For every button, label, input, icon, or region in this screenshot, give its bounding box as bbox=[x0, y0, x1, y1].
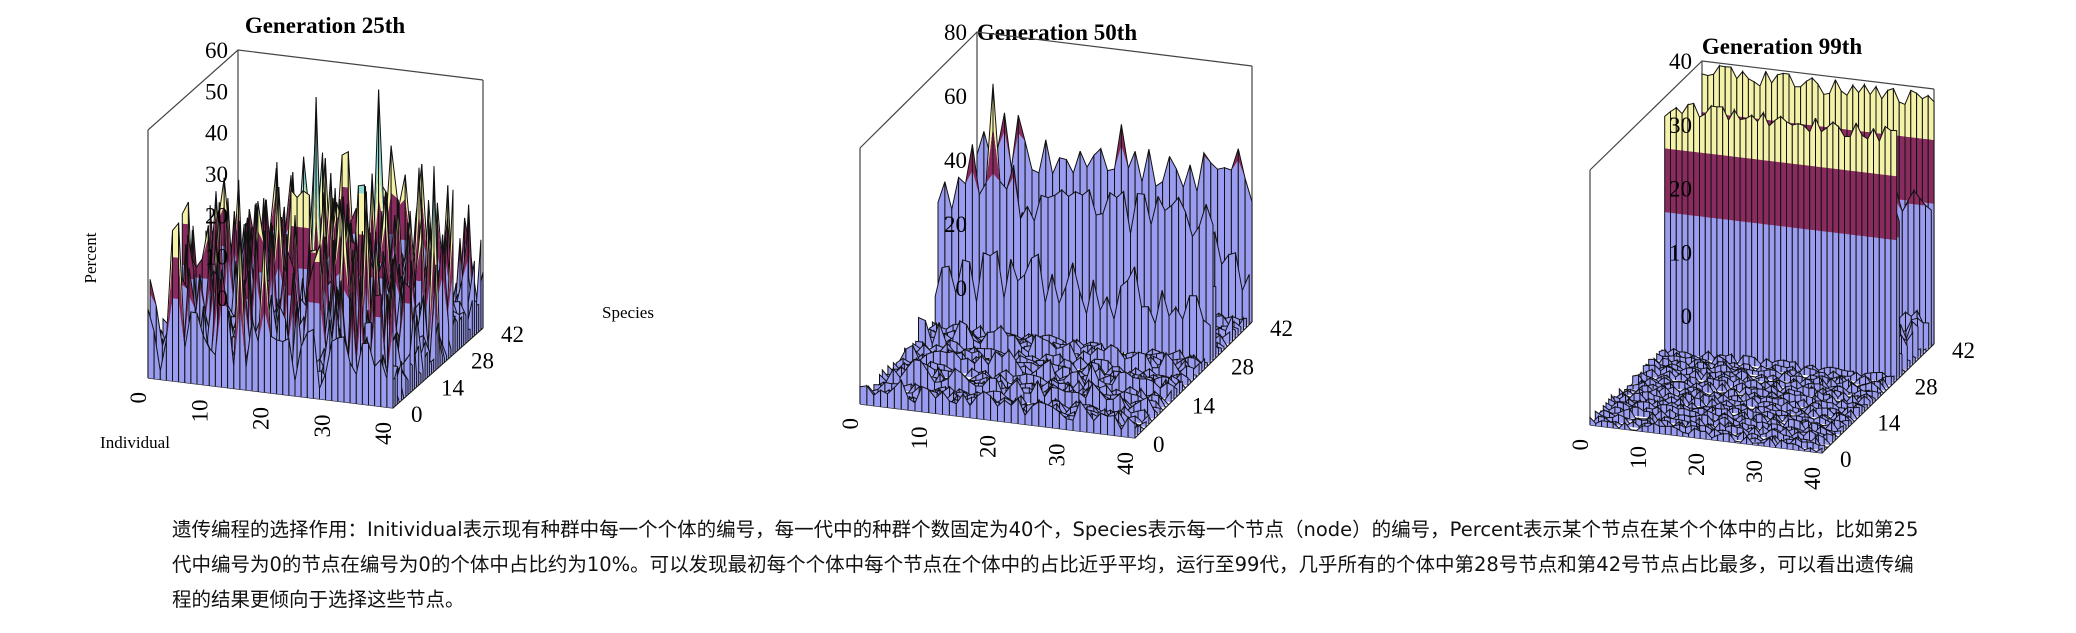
surface-cell bbox=[276, 339, 283, 395]
surface-cell bbox=[366, 203, 373, 305]
surface-cell bbox=[172, 257, 179, 300]
surface-cell bbox=[412, 211, 419, 293]
z-tick-label: 40 bbox=[205, 121, 228, 146]
surface-cell bbox=[372, 203, 379, 290]
x-tick-label: 20 bbox=[249, 407, 274, 430]
z-tick-label: 30 bbox=[205, 162, 228, 187]
surface-cell bbox=[172, 298, 179, 382]
surface-cell bbox=[342, 151, 349, 188]
surface-cell bbox=[385, 192, 392, 235]
surface-cell bbox=[310, 216, 317, 307]
z-tick-label: 20 bbox=[205, 203, 228, 228]
x-axis-title: Individual bbox=[100, 433, 170, 452]
surface-cell bbox=[379, 222, 386, 264]
y-tick-label: 42 bbox=[501, 322, 524, 347]
x-tick-label: 40 bbox=[371, 422, 396, 445]
surface-cell bbox=[331, 338, 338, 402]
surface-cell bbox=[291, 190, 298, 227]
x-tick-label: 0 bbox=[126, 392, 151, 404]
surface-cell bbox=[314, 261, 321, 304]
y-tick-label: 0 bbox=[411, 402, 423, 427]
z-tick-label: 10 bbox=[205, 245, 228, 270]
surface-cell bbox=[358, 192, 365, 235]
surface-cell bbox=[282, 338, 289, 396]
surface-cell bbox=[310, 174, 317, 307]
surface-cell bbox=[437, 213, 444, 281]
surface-cell bbox=[421, 196, 428, 262]
surface-cell bbox=[399, 198, 406, 241]
surface-cell bbox=[303, 190, 310, 229]
surface-cell bbox=[221, 304, 228, 388]
surface-cell bbox=[316, 174, 323, 292]
z-axis-title: Percent bbox=[81, 232, 100, 283]
surface-cell bbox=[410, 225, 417, 301]
y-tick-label: 14 bbox=[441, 375, 465, 400]
surface-cell bbox=[378, 156, 385, 233]
surface-cell bbox=[190, 311, 197, 384]
surface-cell bbox=[337, 336, 344, 402]
z-tick-label: 60 bbox=[205, 38, 228, 63]
z-tick-label: 50 bbox=[205, 79, 228, 104]
z-tick-label: 0 bbox=[217, 286, 229, 311]
surface-cell bbox=[270, 335, 277, 394]
chart-title: Generation 50th bbox=[977, 20, 1138, 45]
surface-cell bbox=[385, 222, 392, 300]
surface-cell bbox=[374, 294, 382, 318]
surface-cell bbox=[196, 258, 203, 279]
surface-cell bbox=[1221, 254, 1229, 323]
surface-cell bbox=[316, 216, 323, 292]
surface-cell bbox=[1228, 252, 1236, 324]
surface-cell bbox=[358, 185, 365, 194]
surface bbox=[859, 83, 1253, 438]
surface-cell bbox=[374, 359, 381, 407]
y-tick-label: 28 bbox=[471, 349, 494, 374]
y-axis-title: Species bbox=[602, 303, 654, 322]
surface bbox=[147, 89, 484, 408]
x-tick-label: 10 bbox=[187, 400, 212, 423]
plot-generation-25: Generation 25th 0 10 20 30 40 50 60 0 10 20 30 40 0 14… bbox=[81, 13, 654, 452]
surface-cell bbox=[362, 343, 369, 405]
surface-cell bbox=[391, 151, 398, 199]
surface-cell bbox=[446, 230, 453, 322]
x-tick-label: 30 bbox=[310, 415, 335, 438]
chart-title: Generation 25th bbox=[245, 13, 406, 38]
surface-cell bbox=[307, 329, 314, 399]
surface-cell bbox=[172, 223, 179, 258]
